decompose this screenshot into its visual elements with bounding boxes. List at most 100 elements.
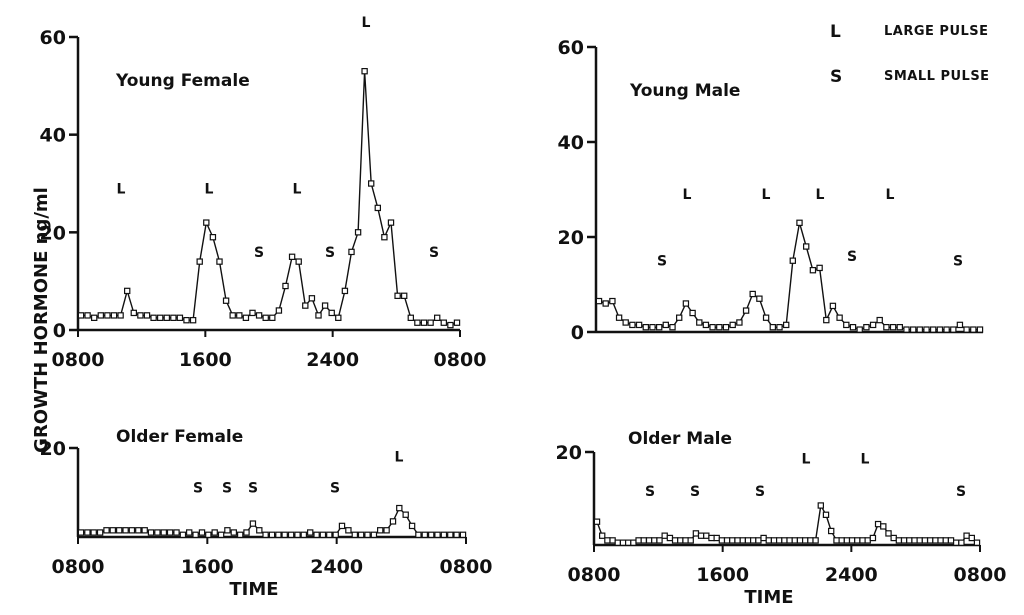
data-point: [137, 312, 144, 319]
data-point: [970, 326, 977, 333]
data-point: [351, 531, 359, 539]
data-point: [130, 309, 137, 317]
data-point: [973, 539, 981, 546]
data-point: [889, 324, 897, 331]
data-point: [109, 527, 116, 534]
data-point: [669, 324, 676, 331]
data-point: [702, 321, 710, 329]
data-point: [348, 248, 355, 256]
data-point: [96, 529, 104, 536]
series-line: [598, 222, 980, 331]
data-point: [817, 502, 825, 509]
data-point: [313, 531, 320, 539]
data-point: [370, 531, 378, 539]
data-point: [770, 537, 778, 544]
data-point: [183, 317, 190, 324]
data-point: [943, 326, 950, 333]
data-point: [237, 531, 244, 539]
data-point: [332, 531, 339, 539]
pulse-label: S: [956, 484, 966, 500]
legend-text-small: SMALL PULSE: [884, 69, 990, 84]
pulse-label: L: [886, 187, 895, 203]
data-point: [262, 314, 269, 322]
data-point: [854, 537, 861, 544]
series-line: [81, 71, 458, 326]
data-point: [421, 531, 429, 539]
data-point: [642, 324, 650, 331]
data-point: [742, 307, 750, 314]
data-point: [428, 531, 435, 539]
y-tick-label: 20: [556, 442, 582, 464]
data-point: [903, 326, 910, 333]
panel-older-male: 20 0800 1600 2400 0800 TIME Older Male S S S L L S: [556, 429, 1007, 608]
data-point: [407, 314, 415, 322]
data-point: [936, 326, 944, 333]
pulse-label: L: [861, 452, 870, 468]
data-point: [849, 324, 857, 331]
data-point: [341, 287, 349, 295]
data-point: [224, 527, 231, 534]
data-point: [288, 253, 296, 260]
data-point: [176, 314, 184, 322]
data-point: [976, 326, 984, 333]
data-point: [211, 529, 218, 536]
data-point: [807, 537, 814, 544]
data-point: [802, 243, 810, 250]
data-point: [615, 314, 623, 321]
data-point: [722, 324, 730, 331]
data-point: [843, 321, 850, 329]
data-point: [122, 527, 129, 534]
data-point: [823, 316, 830, 324]
data-point: [968, 534, 976, 542]
x-axis-title: TIME: [229, 579, 278, 600]
pulse-label: L: [683, 187, 692, 203]
data-point: [128, 527, 136, 534]
pulse-label: L: [293, 181, 302, 197]
data-point: [414, 319, 421, 326]
y-tick-label: 0: [53, 320, 66, 342]
data-point: [281, 531, 288, 539]
data-point: [135, 527, 142, 534]
data-point: [900, 537, 908, 544]
data-point: [786, 537, 793, 544]
data-point: [829, 302, 837, 310]
data-point: [447, 321, 454, 329]
data-point: [895, 537, 903, 544]
data-point: [275, 531, 282, 539]
data-point: [827, 527, 835, 535]
data-point: [598, 532, 606, 539]
data-point: [361, 67, 368, 75]
data-point: [383, 527, 390, 534]
data-point: [77, 529, 85, 536]
data-point: [374, 204, 382, 212]
x-tick-label: 0800: [434, 349, 487, 371]
x-tick-label: 2400: [310, 556, 363, 578]
pulse-label: S: [254, 245, 264, 261]
data-point: [275, 307, 283, 314]
data-point: [387, 219, 395, 226]
data-point: [294, 531, 301, 539]
data-point: [230, 529, 237, 536]
data-point: [859, 537, 866, 544]
data-point: [189, 317, 197, 324]
data-point: [192, 531, 199, 539]
data-point: [909, 326, 917, 333]
pulse-label: S: [248, 481, 258, 497]
data-point: [255, 312, 263, 319]
data-point: [906, 537, 913, 544]
x-tick-label: 1600: [696, 564, 749, 586]
data-point: [682, 537, 689, 544]
data-point: [453, 319, 461, 326]
x-tick-label: 1600: [179, 349, 232, 371]
y-tick-label: 0: [571, 322, 584, 344]
data-point: [447, 531, 454, 539]
data-point: [609, 537, 616, 544]
pulse-label: L: [117, 181, 126, 197]
x-tick-label: 0800: [440, 556, 493, 578]
data-point: [963, 326, 970, 333]
data-point: [729, 537, 736, 544]
data-point: [760, 534, 767, 542]
data-point: [163, 314, 170, 322]
data-point: [736, 319, 743, 326]
